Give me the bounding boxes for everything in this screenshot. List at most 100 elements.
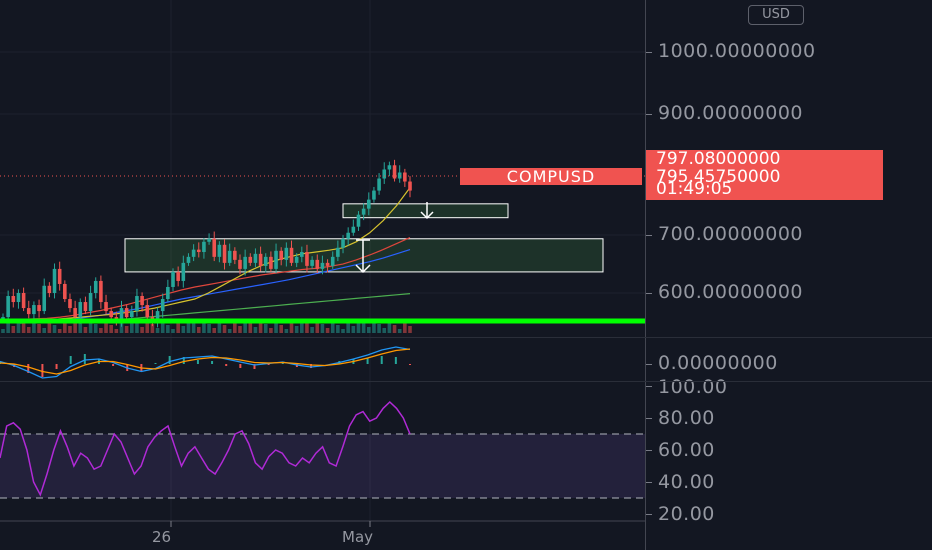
- volume-bar: [104, 321, 108, 333]
- volume-bar: [124, 326, 129, 333]
- volume-bar: [21, 323, 26, 333]
- volume-bar: [63, 322, 67, 333]
- candle-body: [160, 299, 165, 312]
- price-label-900: 900.00000000: [658, 102, 804, 124]
- volume-bar: [129, 319, 134, 333]
- candle-body: [315, 259, 320, 269]
- rsi-label-100: 100.00: [658, 376, 728, 398]
- candle-body: [222, 244, 227, 263]
- candle-body: [212, 238, 217, 257]
- candle-body: [21, 293, 26, 309]
- candle-body: [191, 249, 196, 257]
- volume-bar: [160, 321, 165, 333]
- rsi-tick: [646, 482, 652, 483]
- candle-body: [52, 268, 57, 293]
- volume-bar: [176, 322, 180, 333]
- pane-separator-rsi[interactable]: [0, 381, 932, 382]
- candle-body: [57, 268, 62, 284]
- volume-bar: [42, 328, 47, 333]
- volume-bar: [253, 327, 258, 333]
- candle-body: [196, 249, 201, 253]
- candle-body: [330, 256, 335, 266]
- volume-bar: [243, 319, 247, 333]
- volume-bar: [171, 329, 175, 333]
- price-tick: [646, 52, 652, 53]
- candle-body: [37, 305, 41, 312]
- candle-body: [217, 244, 222, 257]
- volume-bar: [227, 329, 232, 333]
- candle-body: [32, 305, 36, 315]
- candle-body: [68, 299, 72, 309]
- volume-bar: [6, 322, 10, 333]
- candle-body: [258, 253, 263, 266]
- candle-body: [11, 296, 16, 303]
- candle-body: [104, 302, 108, 312]
- candle-body: [372, 190, 376, 200]
- candle-body: [78, 302, 83, 318]
- candle-body: [181, 262, 186, 281]
- chart-grid: [0, 0, 645, 521]
- volume-bar: [361, 323, 366, 333]
- candle-body: [171, 271, 175, 287]
- volume-bar: [217, 321, 222, 333]
- price-label-600: 600.00000000: [658, 281, 804, 303]
- rsi-label-80: 80.00: [658, 407, 715, 429]
- price-tick: [646, 293, 652, 294]
- candle-body: [202, 241, 206, 253]
- zone-box: [342, 203, 509, 219]
- candle-body: [269, 256, 273, 269]
- price-label-1000: 1000.00000000: [658, 40, 816, 62]
- candle-body: [155, 311, 160, 322]
- volume-bar: [119, 322, 124, 333]
- volume-bar: [68, 326, 72, 333]
- volume-bar: [150, 324, 155, 333]
- macd-zero-label: 0.00000000: [658, 352, 778, 374]
- volume-bar: [26, 327, 31, 333]
- drop-arrow-upper: [420, 202, 434, 220]
- volume-bar: [155, 328, 160, 333]
- zone-box: [124, 238, 604, 273]
- rsi-line: [0, 400, 411, 497]
- candle-body: [284, 247, 289, 260]
- price-label-700: 700.00000000: [658, 223, 804, 245]
- volume-bar: [11, 326, 16, 333]
- volume-bar: [93, 324, 98, 333]
- candle-body: [26, 308, 31, 315]
- volume-bar: [99, 328, 103, 333]
- candle-body: [129, 311, 134, 318]
- volume-bar: [186, 319, 191, 333]
- price-chart[interactable]: [0, 0, 645, 550]
- candle-body: [300, 252, 304, 257]
- candle-body: [207, 238, 211, 242]
- candle-body: [392, 165, 397, 179]
- candle-body: [336, 247, 340, 257]
- ma-yellow-line: [19, 187, 411, 322]
- candle-body: [289, 247, 294, 263]
- volume-bar: [346, 322, 350, 333]
- currency-button[interactable]: USD: [748, 5, 804, 25]
- candle-body: [124, 308, 129, 318]
- volume-bar: [341, 329, 345, 333]
- date-label-may: May: [342, 528, 374, 546]
- volume-bar: [166, 325, 170, 333]
- volume-bar: [37, 324, 41, 333]
- price-axis[interactable]: USD 1000.00000000 900.00000000 700.00000…: [645, 0, 932, 550]
- volume-bar: [109, 325, 113, 333]
- pane-separator-macd[interactable]: [0, 337, 932, 338]
- volume-bar: [233, 322, 237, 333]
- rsi-tick: [646, 418, 652, 419]
- volume-bar: [57, 329, 62, 333]
- volume-bar: [274, 321, 278, 333]
- candle-body: [294, 256, 299, 263]
- volume-bar: [114, 329, 119, 333]
- rsi-tick: [646, 450, 652, 451]
- volume-bar: [78, 323, 83, 333]
- candle-body: [233, 250, 237, 260]
- volume-bar: [222, 325, 227, 333]
- candle-body: [408, 181, 412, 191]
- candle-body: [382, 169, 387, 179]
- volume-bar: [202, 320, 206, 333]
- candle-body: [351, 226, 356, 233]
- volume-bar: [207, 324, 211, 333]
- candle-body: [253, 253, 258, 263]
